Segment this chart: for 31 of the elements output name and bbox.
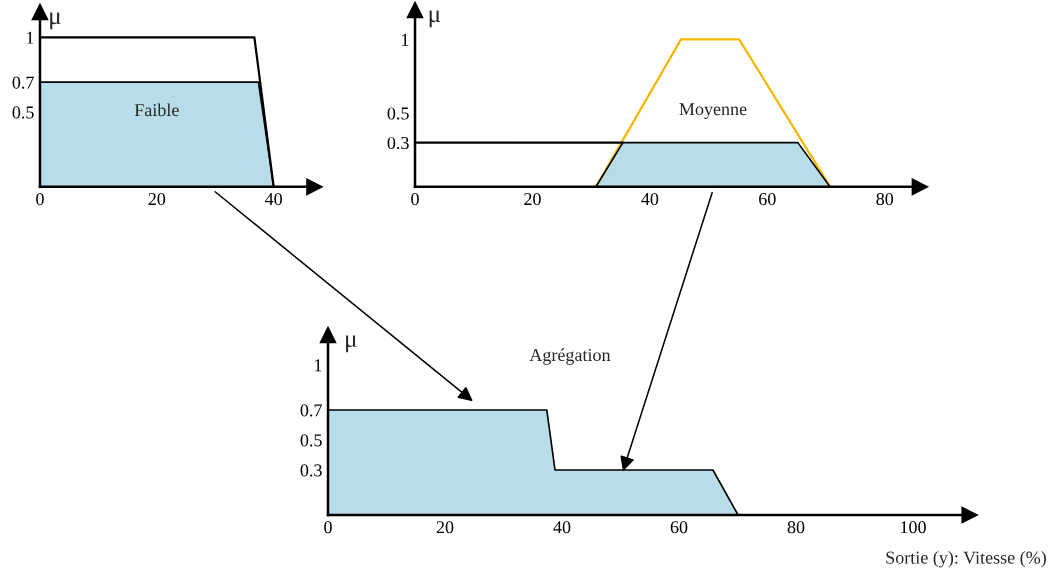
x-tick-label: 60 (759, 192, 776, 206)
series-label: Moyenne (679, 103, 747, 119)
series-label: Faible (134, 103, 179, 117)
x-tick-label: 100 (901, 521, 926, 534)
x-tick-label: 0 (36, 192, 44, 206)
y-tick-label: 0.5 (12, 106, 34, 119)
x-tick-label: 20 (524, 192, 541, 206)
x-axis-title: Sortie (y): Vitesse (%) (886, 551, 1046, 568)
y-tick-label: 1 (315, 359, 322, 372)
x-tick-label: 40 (264, 192, 282, 206)
y-tick-label: 0.5 (300, 434, 322, 447)
x-tick-label: 80 (876, 192, 894, 206)
y-tick-label: 0.3 (300, 464, 322, 477)
y-tick-label: 0.3 (387, 136, 409, 150)
y-axis-title: μ (429, 10, 441, 28)
y-tick-label: 0.5 (387, 107, 409, 120)
y-tick-label: 0.7 (300, 404, 322, 417)
x-tick-label: 80 (787, 521, 805, 534)
y-tick-label: 1 (402, 33, 409, 46)
y-tick-label: 0.7 (12, 76, 34, 89)
x-tick-label: 20 (148, 192, 166, 206)
x-tick-label: 0 (411, 192, 419, 206)
x-tick-label: 40 (641, 192, 659, 206)
x-tick-label: 60 (670, 521, 688, 534)
y-tick-label: 1 (26, 31, 34, 44)
x-tick-label: 40 (553, 521, 571, 534)
y-axis-title: μ (346, 335, 357, 353)
text: Agrégation (529, 348, 611, 365)
y-axis-title: μ (50, 12, 61, 30)
x-tick-label: 20 (436, 521, 454, 534)
x-tick-label: 0 (324, 521, 332, 534)
